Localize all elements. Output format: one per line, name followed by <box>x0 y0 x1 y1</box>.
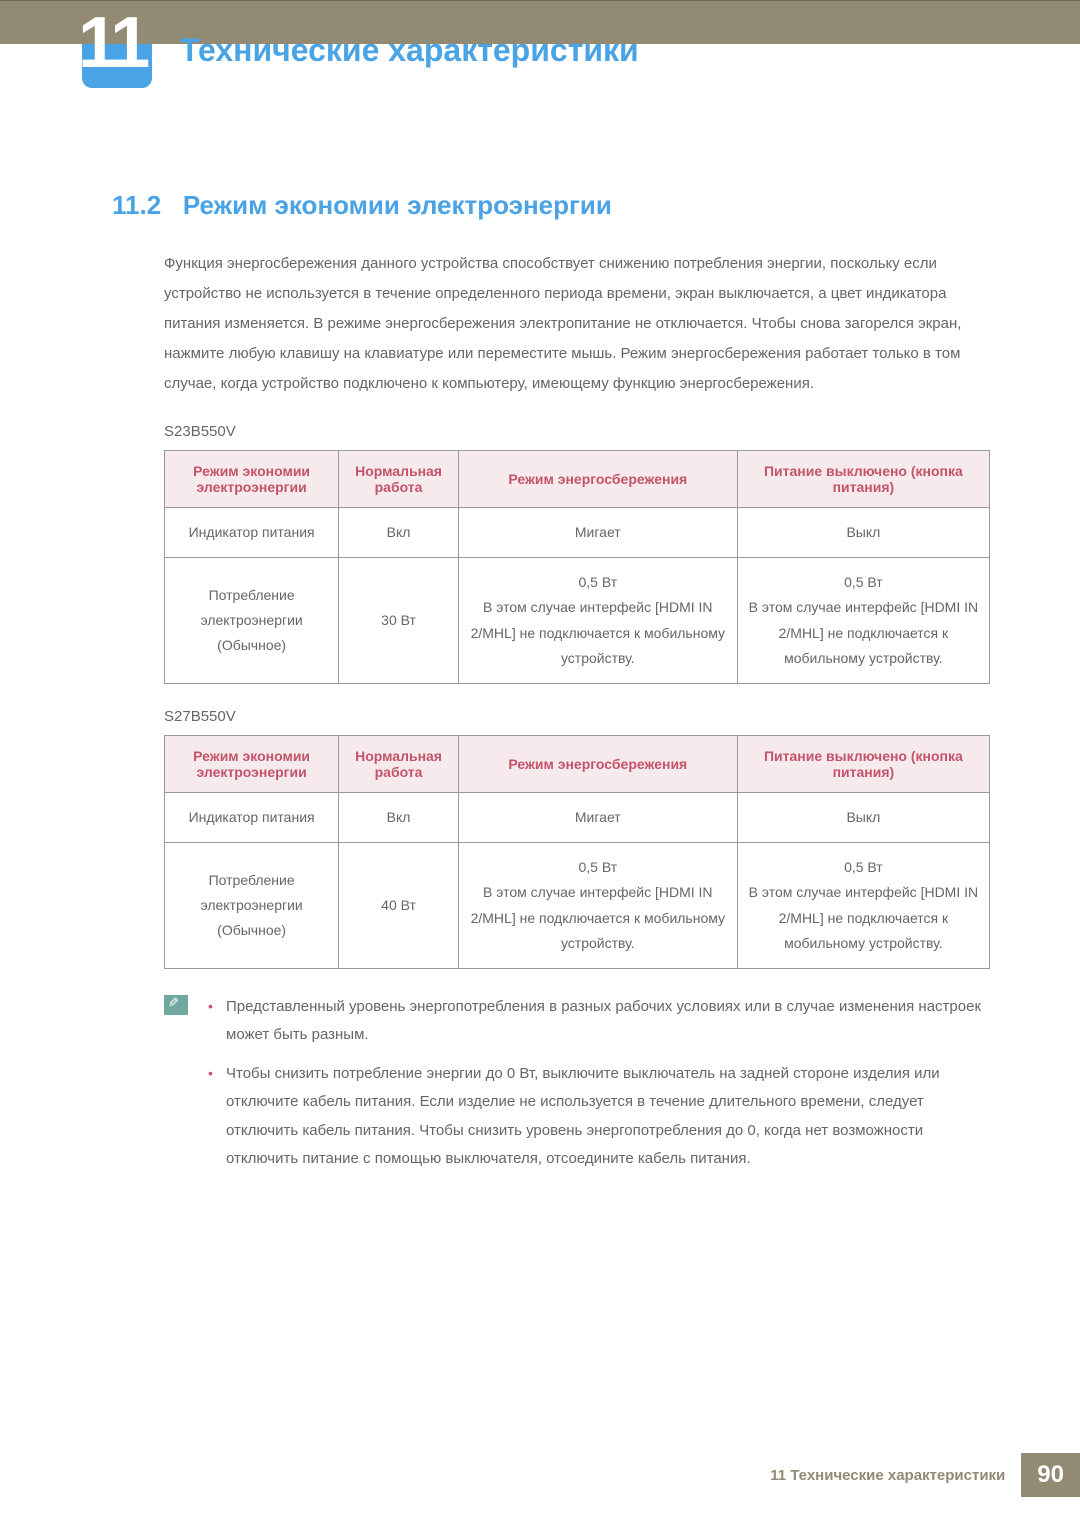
table-cell: Мигает <box>458 792 737 842</box>
table-header: Питание выключено (кнопка питания) <box>737 735 989 792</box>
model-label: S27B550V <box>164 708 990 725</box>
table-cell: 30 Вт <box>339 558 459 684</box>
chapter-title: Технические характеристики <box>180 32 639 69</box>
table-cell: Потребление электроэнергии (Обычное) <box>165 843 339 969</box>
note-item: Чтобы снизить потребление энергии до 0 В… <box>208 1060 990 1174</box>
table-row: Индикатор питанияВклМигаетВыкл <box>165 792 990 842</box>
table-header: Нормальная работа <box>339 451 459 508</box>
table-header: Питание выключено (кнопка питания) <box>737 451 989 508</box>
table-cell: 0,5 ВтВ этом случае интерфейс [HDMI IN 2… <box>458 558 737 684</box>
note-icon <box>164 995 188 1015</box>
notes-list: Представленный уровень энергопотребления… <box>208 993 990 1184</box>
table-cell: 40 Вт <box>339 843 459 969</box>
tables-container: S23B550VРежим экономии электроэнергииНор… <box>112 423 990 969</box>
table-cell: 0,5 ВтВ этом случае интерфейс [HDMI IN 2… <box>458 843 737 969</box>
table-row: Потребление электроэнергии (Обычное)40 В… <box>165 843 990 969</box>
table-cell: Выкл <box>737 508 989 558</box>
table-cell: Мигает <box>458 508 737 558</box>
table-header: Режим энергосбережения <box>458 451 737 508</box>
table-cell: 0,5 ВтВ этом случае интерфейс [HDMI IN 2… <box>737 558 989 684</box>
table-cell: Вкл <box>339 508 459 558</box>
table-row: Потребление электроэнергии (Обычное)30 В… <box>165 558 990 684</box>
table-cell: 0,5 ВтВ этом случае интерфейс [HDMI IN 2… <box>737 843 989 969</box>
footer-text: 11 Технические характеристики <box>770 1467 1005 1484</box>
note-item: Представленный уровень энергопотребления… <box>208 993 990 1050</box>
table-header: Режим экономии электроэнергии <box>165 735 339 792</box>
section-title: Режим экономии электроэнергии <box>183 190 612 220</box>
table-header: Режим энергосбережения <box>458 735 737 792</box>
content-area: 11.2 Режим экономии электроэнергии Функц… <box>0 190 1080 1184</box>
table-cell: Выкл <box>737 792 989 842</box>
table-cell: Индикатор питания <box>165 508 339 558</box>
section-number: 11.2 <box>112 190 161 220</box>
model-label: S23B550V <box>164 423 990 440</box>
intro-paragraph: Функция энергосбережения данного устройс… <box>164 249 990 399</box>
notes-block: Представленный уровень энергопотребления… <box>164 993 990 1184</box>
table-row: Индикатор питанияВклМигаетВыкл <box>165 508 990 558</box>
chapter-number: 11 <box>0 2 150 84</box>
table-cell: Индикатор питания <box>165 792 339 842</box>
section-heading: 11.2 Режим экономии электроэнергии <box>112 190 990 221</box>
footer: 11 Технические характеристики 90 <box>770 1453 1080 1497</box>
spec-table: Режим экономии электроэнергииНормальная … <box>164 450 990 684</box>
table-cell: Вкл <box>339 792 459 842</box>
chapter-header: 11 Технические характеристики <box>0 0 1080 90</box>
spec-table: Режим экономии электроэнергииНормальная … <box>164 735 990 969</box>
table-header: Режим экономии электроэнергии <box>165 451 339 508</box>
footer-page: 90 <box>1021 1453 1080 1497</box>
table-cell: Потребление электроэнергии (Обычное) <box>165 558 339 684</box>
table-header: Нормальная работа <box>339 735 459 792</box>
